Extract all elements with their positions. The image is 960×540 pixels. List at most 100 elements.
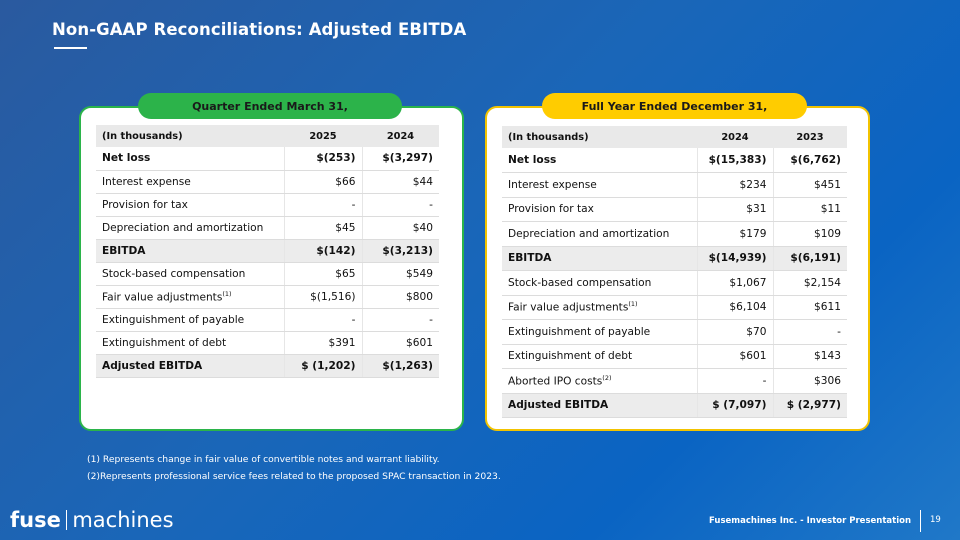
quarter-table: (In thousands) 2025 2024 Net loss $(253) $(3,… xyxy=(96,125,439,378)
value-cell: $109 xyxy=(772,221,847,247)
value-cell: $(14,939) xyxy=(696,246,773,271)
row-label: Net loss xyxy=(502,148,697,173)
value-cell: $31 xyxy=(696,197,773,222)
value-cell: $(6,762) xyxy=(772,148,847,173)
row-label-text: Adjusted EBITDA xyxy=(102,359,203,372)
row-label: Adjusted EBITDA xyxy=(502,393,697,418)
value-cell: $45 xyxy=(283,216,362,240)
row-label: Fair value adjustments(1) xyxy=(96,285,284,309)
value-cell: $(1,516) xyxy=(283,285,362,309)
row-label: Stock-based compensation xyxy=(96,262,284,286)
value-cell: $(3,297) xyxy=(361,147,439,171)
row-label: Interest expense xyxy=(502,172,697,198)
full-year-table: (In thousands) 2024 2023 Net loss $(15,383) $… xyxy=(502,126,847,418)
table-row: Net loss $(15,383) $(6,762) xyxy=(502,148,847,173)
table-row: Extinguishment of payable $70- xyxy=(502,319,847,345)
table-row: Depreciation and amortization $45 $40 xyxy=(96,216,439,240)
footer-text: Fusemachines Inc. - Investor Presentatio… xyxy=(709,516,911,526)
row-label-text: Net loss xyxy=(508,154,557,166)
table-row: Net loss $(253) $(3,297) xyxy=(96,147,439,171)
value-cell: $ (7,097) xyxy=(696,393,773,418)
table-row: Depreciation and amortization $179 $109 xyxy=(502,221,847,247)
full-year-pill: Full Year Ended December 31, xyxy=(542,93,807,119)
row-label: Depreciation and amortization xyxy=(96,216,284,240)
row-label-text: Extinguishment of payable xyxy=(102,313,245,326)
value-cell: $66 xyxy=(283,170,362,194)
value-cell: $44 xyxy=(361,170,439,194)
row-label-text: Aborted IPO costs xyxy=(508,375,603,388)
value-cell: $391 xyxy=(283,331,362,355)
value-cell: - xyxy=(772,319,847,345)
row-label-text: Stock-based compensation xyxy=(508,276,652,289)
table-row: Stock-based compensation $65 $549 xyxy=(96,262,439,286)
value-cell: $800 xyxy=(361,285,439,309)
quarter-pill: Quarter Ended March 31, xyxy=(138,93,402,119)
row-label: Adjusted EBITDA xyxy=(96,354,284,378)
row-label: Depreciation and amortization xyxy=(502,221,697,247)
header-cell: 2023 xyxy=(773,126,847,148)
value-cell: - xyxy=(361,308,439,332)
table-row: Interest expense $234 $451 xyxy=(502,172,847,198)
table-row: EBITDA $(14,939) $(6,191) xyxy=(502,246,847,271)
fusemachines-logo: fuse machines xyxy=(10,508,174,532)
footnote-marker: (1) xyxy=(222,289,232,298)
row-label: Extinguishment of debt xyxy=(96,331,284,355)
value-cell: $601 xyxy=(696,344,773,369)
row-label-text: Provision for tax xyxy=(508,203,594,216)
row-label-text: Depreciation and amortization xyxy=(508,227,670,240)
logo-fuse: fuse xyxy=(10,508,61,532)
value-cell: $549 xyxy=(361,262,439,286)
footer-separator xyxy=(920,510,921,532)
value-cell: $234 xyxy=(696,172,773,198)
table-row: Extinguishment of debt $601 $143 xyxy=(502,344,847,369)
row-label-text: Fair value adjustments xyxy=(102,291,223,304)
table-row: EBITDA $(142) $(3,213) xyxy=(96,239,439,263)
table-row: Provision for tax $31 $11 xyxy=(502,197,847,222)
row-label-text: Extinguishment of debt xyxy=(508,350,633,363)
row-label-text: Net loss xyxy=(102,152,151,165)
value-cell: $11 xyxy=(772,197,847,222)
table-row: Fair value adjustments(1) $(1,516) $800 xyxy=(96,285,439,309)
row-label: Extinguishment of debt xyxy=(502,344,697,369)
table-row: Aborted IPO costs(2) - $306 xyxy=(502,368,847,394)
table-header: (In thousands) 2024 2023 xyxy=(502,126,847,148)
row-label: Net loss xyxy=(96,147,284,171)
table-row: Extinguishment of debt $391 $601 xyxy=(96,331,439,355)
row-label-text: Extinguishment of debt xyxy=(102,336,227,349)
footnotes: (1) Represents change in fair value of c… xyxy=(87,451,501,485)
row-label: Fair value adjustments(1) xyxy=(502,295,697,320)
footnote-1: (1) Represents change in fair value of c… xyxy=(87,454,440,465)
table-header: (In thousands) 2025 2024 xyxy=(96,125,439,147)
footnote-marker: (1) xyxy=(628,300,638,309)
row-label: Aborted IPO costs(2) xyxy=(502,368,697,394)
row-label: Stock-based compensation xyxy=(502,270,697,296)
value-cell: $306 xyxy=(772,368,847,394)
header-cell: (In thousands) xyxy=(96,125,284,147)
footnote-2: (2)Represents professional service fees … xyxy=(87,471,501,482)
row-label: Interest expense xyxy=(96,170,284,194)
value-cell: $179 xyxy=(696,221,773,247)
row-label-text: Depreciation and amortization xyxy=(102,221,264,234)
table-row: Extinguishment of payable - - xyxy=(96,308,439,332)
row-label: Extinguishment of payable xyxy=(96,308,284,332)
logo-machines: machines xyxy=(72,508,174,532)
value-cell: - xyxy=(696,368,773,394)
value-cell: $451 xyxy=(772,172,847,198)
row-label: Provision for tax xyxy=(96,193,284,217)
value-cell: $1,067 xyxy=(696,270,773,296)
row-label-text: Adjusted EBITDA xyxy=(508,399,609,412)
header-cell: (In thousands) xyxy=(502,126,697,148)
row-label-text: EBITDA xyxy=(102,244,146,257)
row-label-text: Fair value adjustments xyxy=(508,302,629,315)
row-label: Provision for tax xyxy=(502,197,697,222)
value-cell: $611 xyxy=(772,295,847,320)
value-cell: $65 xyxy=(283,262,362,286)
value-cell: $143 xyxy=(772,344,847,369)
row-label-text: Provision for tax xyxy=(102,198,188,211)
page-title: Non-GAAP Reconciliations: Adjusted EBITD… xyxy=(52,20,467,39)
value-cell: $6,104 xyxy=(696,295,773,320)
value-cell: - xyxy=(283,193,362,217)
header-cell: 2025 xyxy=(284,125,362,147)
row-label-text: Stock-based compensation xyxy=(102,267,246,280)
header-cell: 2024 xyxy=(697,126,773,148)
